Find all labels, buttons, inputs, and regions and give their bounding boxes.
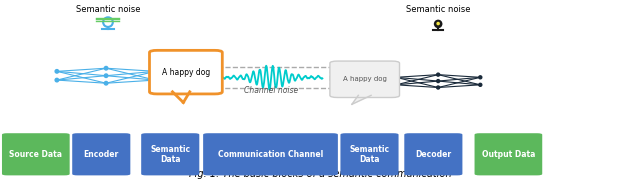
Polygon shape <box>352 95 371 104</box>
Ellipse shape <box>209 67 211 88</box>
Text: Semantic
Data: Semantic Data <box>150 145 190 164</box>
Text: Semantic noise: Semantic noise <box>406 5 470 14</box>
Text: Source Data: Source Data <box>10 150 62 159</box>
Ellipse shape <box>330 67 333 88</box>
Polygon shape <box>173 92 189 102</box>
Ellipse shape <box>436 73 440 76</box>
Ellipse shape <box>394 83 397 86</box>
Ellipse shape <box>103 17 113 27</box>
Text: Encoder: Encoder <box>84 150 119 159</box>
Text: Decoder: Decoder <box>415 150 451 159</box>
Bar <box>210 67 332 88</box>
Ellipse shape <box>394 76 397 79</box>
Text: Semantic noise: Semantic noise <box>76 5 140 14</box>
Ellipse shape <box>154 78 157 82</box>
Ellipse shape <box>104 82 108 85</box>
FancyBboxPatch shape <box>141 133 199 175</box>
FancyBboxPatch shape <box>404 133 463 175</box>
Ellipse shape <box>104 66 108 70</box>
Text: Output Data: Output Data <box>482 150 535 159</box>
FancyBboxPatch shape <box>203 133 338 175</box>
Ellipse shape <box>479 76 482 79</box>
FancyBboxPatch shape <box>72 133 131 175</box>
FancyBboxPatch shape <box>2 133 70 175</box>
FancyBboxPatch shape <box>474 133 542 175</box>
Text: A happy dog: A happy dog <box>343 76 387 82</box>
Ellipse shape <box>434 20 442 28</box>
Ellipse shape <box>55 78 59 82</box>
Ellipse shape <box>154 70 157 73</box>
Text: Channel noise: Channel noise <box>244 86 298 94</box>
Text: Communication Channel: Communication Channel <box>218 150 323 159</box>
Ellipse shape <box>479 83 482 86</box>
Text: Semantic
Data: Semantic Data <box>349 145 390 164</box>
Text: A happy dog: A happy dog <box>162 68 210 77</box>
Ellipse shape <box>436 80 440 83</box>
FancyBboxPatch shape <box>340 133 399 175</box>
Ellipse shape <box>104 74 108 77</box>
Ellipse shape <box>436 22 440 25</box>
Ellipse shape <box>55 70 59 73</box>
FancyBboxPatch shape <box>330 61 399 98</box>
Ellipse shape <box>436 86 440 89</box>
Text: Fig. 1: The basic blocks of a semantic communication: Fig. 1: The basic blocks of a semantic c… <box>189 169 451 179</box>
FancyBboxPatch shape <box>150 50 222 94</box>
